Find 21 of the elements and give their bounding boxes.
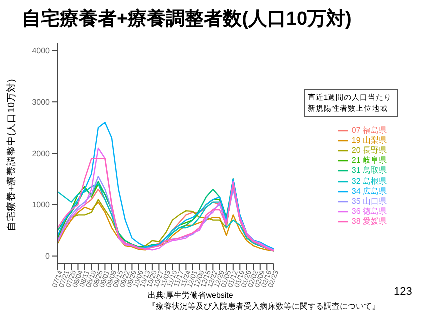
legend-label: 34 広島県 (352, 186, 387, 196)
source-note: 出典:厚生労働省website 『療養状況等及び入院患者受入病床数等に関する調査について』 (148, 290, 380, 312)
legend-label: 21 岐阜県 (352, 156, 387, 166)
y-axis-title: 自宅療養+療養調整中(人口10万対) (6, 78, 18, 232)
legend-label: 20 長野県 (352, 146, 387, 156)
legend-label: 35 山口県 (352, 196, 387, 206)
legend-label: 07 福島県 (352, 126, 387, 136)
y-tick-label: 2000 (32, 149, 51, 158)
legend-label: 19 山梨県 (352, 136, 387, 146)
chart-title: 自宅療養者+療養調整者数(人口10万対) (22, 8, 352, 32)
y-tick-label: 4000 (32, 46, 51, 56)
y-tick-label: 0 (46, 252, 51, 262)
line-series (57, 202, 274, 252)
legend-label: 31 鳥取県 (352, 166, 387, 176)
legend-label: 32 島根県 (352, 176, 387, 186)
legend-label: 36 徳島県 (352, 206, 387, 216)
legend-label: 38 愛媛県 (352, 217, 387, 226)
line-series (57, 122, 274, 250)
y-tick-label: 3000 (32, 98, 51, 107)
text: 123 (394, 286, 412, 298)
y-tick-label: 1000 (32, 200, 51, 210)
